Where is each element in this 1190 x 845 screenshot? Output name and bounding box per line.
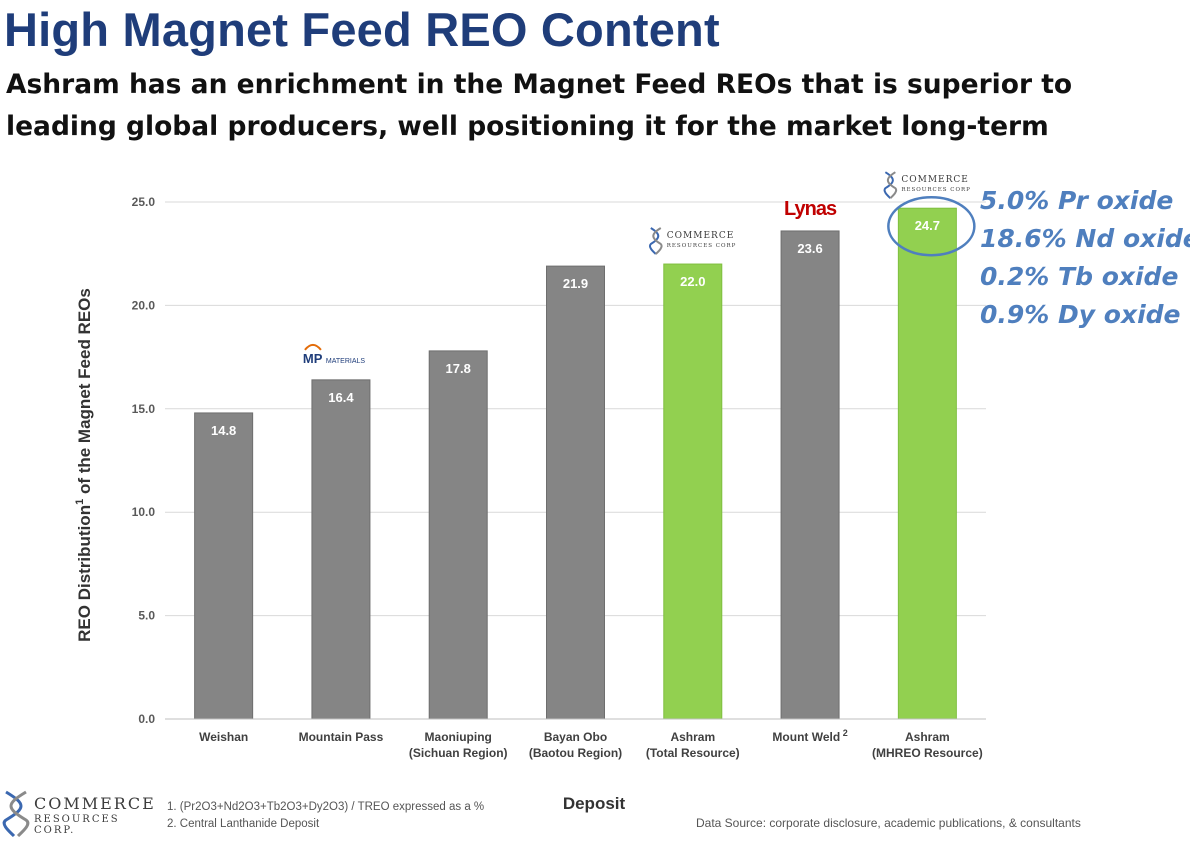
y-tick-label: 0.0 xyxy=(138,712,155,726)
x-tick-label: (Sichuan Region) xyxy=(409,746,508,760)
dna-helix-icon xyxy=(886,171,898,199)
dna-helix-icon xyxy=(649,227,660,255)
y-tick-label: 10.0 xyxy=(132,505,156,519)
dna-helix-icon xyxy=(883,171,894,199)
x-tick-label: Ashram xyxy=(905,730,950,744)
logo-name: COMMERCE xyxy=(34,794,156,813)
y-tick-label: 20.0 xyxy=(132,298,156,312)
bar-value-label: 14.8 xyxy=(211,423,236,438)
mp-materials-sun-icon xyxy=(304,343,322,351)
bar-value-label: 17.8 xyxy=(446,361,471,376)
oxide-nd: 18.6% Nd oxide xyxy=(980,224,1190,253)
page-subtitle: Ashram has an enrichment in the Magnet F… xyxy=(6,69,1073,142)
dna-helix-icon xyxy=(652,227,663,255)
dna-helix-icon xyxy=(2,790,30,838)
commerce-logo-name: COMMERCE xyxy=(901,175,969,185)
commerce-logo-sub: RESOURCES CORP xyxy=(667,243,737,249)
page-title: High Magnet Feed REO Content xyxy=(4,3,720,56)
x-tick-label: Mount Weld 2 xyxy=(772,728,847,744)
mp-logo-brand: MP xyxy=(303,351,323,366)
x-tick-label: Weishan xyxy=(199,730,248,744)
x-tick-label: (Total Resource) xyxy=(646,746,740,760)
bar xyxy=(194,412,254,720)
commerce-logo-name: COMMERCE xyxy=(667,231,735,241)
commerce-resources-logo: COMMERCE RESOURCES CORP. xyxy=(2,784,154,840)
x-axis-label: Deposit xyxy=(563,794,626,813)
logo-subname: RESOURCES CORP. xyxy=(34,814,120,836)
footnote-2: 2. Central Lanthanide Deposit xyxy=(167,818,320,830)
bar xyxy=(663,263,723,720)
x-tick-label: (MHREO Resource) xyxy=(872,746,983,760)
bar xyxy=(897,207,957,720)
oxide-dy: 0.9% Dy oxide xyxy=(980,300,1181,329)
bar-value-label: 23.6 xyxy=(797,241,822,256)
oxide-breakdown-list: 5.0% Pr oxide 18.6% Nd oxide 0.2% Tb oxi… xyxy=(980,182,1190,334)
y-axis-label: REO Distribution1 of the Magnet Feed REO… xyxy=(74,288,94,642)
footnotes: 1. (Pr2O3+Nd2O3+Tb2O3+Dy2O3) / TREO expr… xyxy=(167,799,484,833)
bar-value-label: 24.7 xyxy=(915,218,940,233)
bar xyxy=(311,379,371,720)
data-source-note: Data Source: corporate disclosure, acade… xyxy=(696,816,1081,830)
bar xyxy=(780,230,840,720)
x-tick-label: Mountain Pass xyxy=(299,730,384,744)
x-tick-label: Ashram xyxy=(670,730,715,744)
bar-value-label: 22.0 xyxy=(680,274,705,289)
bar xyxy=(546,265,605,720)
bar-value-label: 21.9 xyxy=(563,276,588,291)
mp-logo-text: MATERIALS xyxy=(326,358,365,365)
oxide-pr: 5.0% Pr oxide xyxy=(980,186,1174,215)
y-tick-label: 15.0 xyxy=(132,402,156,416)
bar-value-label: 16.4 xyxy=(328,390,354,405)
x-tick-label: (Baotou Region) xyxy=(529,746,622,760)
lynas-logo: Lynas xyxy=(784,198,837,220)
y-tick-label: 5.0 xyxy=(138,609,155,623)
footnote-1: 1. (Pr2O3+Nd2O3+Tb2O3+Dy2O3) / TREO expr… xyxy=(167,801,485,813)
y-tick-label: 25.0 xyxy=(132,195,156,209)
bar xyxy=(428,350,488,720)
highlight-circle xyxy=(887,195,976,257)
x-tick-label: Maoniuping xyxy=(425,730,492,744)
commerce-logo-sub: RESOURCES CORP xyxy=(901,187,971,193)
x-tick-label: Bayan Obo xyxy=(544,730,607,744)
oxide-tb: 0.2% Tb oxide xyxy=(980,262,1179,291)
